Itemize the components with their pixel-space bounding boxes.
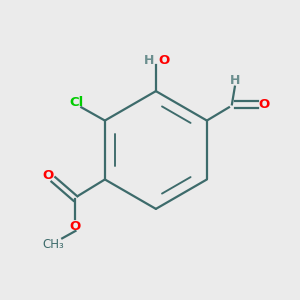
Text: H: H [144,54,154,67]
Text: Cl: Cl [70,96,84,110]
Text: O: O [42,169,54,182]
Text: O: O [259,98,270,111]
Text: O: O [158,54,169,67]
Text: O: O [70,220,81,233]
Text: CH₃: CH₃ [43,238,64,251]
Text: H: H [230,74,240,87]
